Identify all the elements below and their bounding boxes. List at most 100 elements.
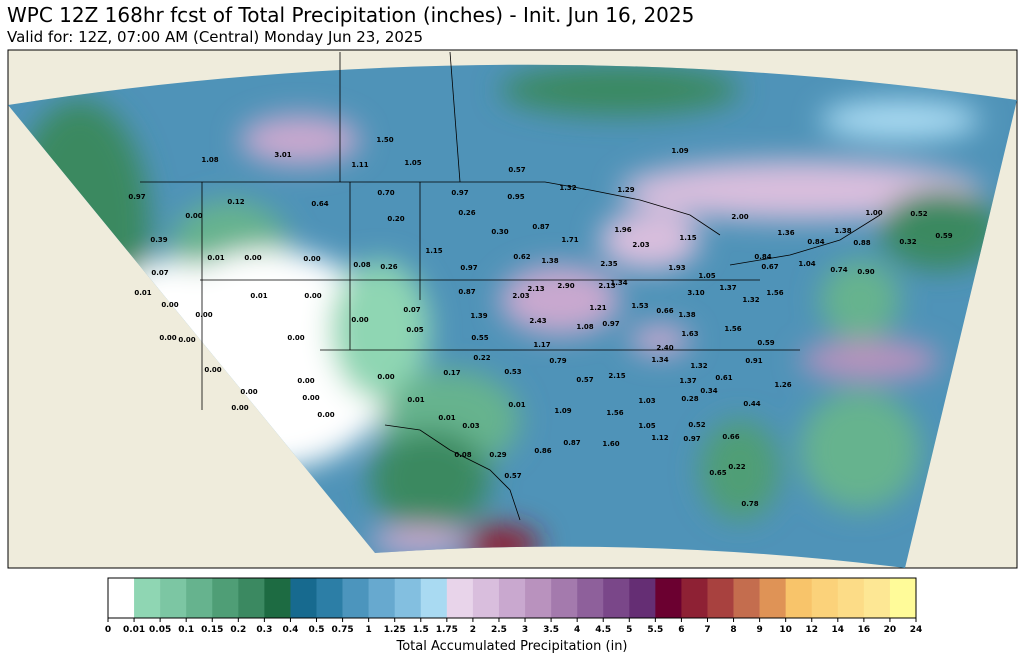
colorbar-tick-label: 6 [678,625,684,635]
colorbar-tick-label: 14 [832,625,845,635]
colorbar-box [394,578,422,618]
colorbar-tick-label: 2.5 [491,625,507,635]
colorbar-tick-label: 3 [522,625,528,635]
colorbar-box [525,578,552,618]
precip-label: 0.87 [532,223,549,231]
precip-label: 0.97 [128,193,145,201]
colorbar-box [811,578,839,618]
colorbar-tick-label: 5.5 [647,625,663,635]
precip-label: 1.05 [638,422,655,430]
colorbar-tick-label: 0.05 [149,625,171,635]
precip-label: 2.15 [608,372,625,380]
precip-label: 0.91 [745,357,762,365]
colorbar-box [629,578,656,618]
precip-label: 1.56 [724,325,741,333]
precip-label: 0.30 [491,228,508,236]
precip-label: 0.52 [910,210,927,218]
precip-label: 0.00 [317,411,334,419]
precip-label: 0.90 [857,268,874,276]
precip-label: 0.39 [150,236,167,244]
precip-label: 0.66 [656,307,673,315]
precip-label: 1.50 [376,136,393,144]
colorbar-tick-label: 10 [779,625,792,635]
colorbar-box [212,578,239,618]
colorbar: 0 0.01 0.05 0.1 0.15 0.2 0.3 0.4 0.5 0.75 1 1.25 1.5… [105,577,923,635]
colorbar-tick-label: 0 [105,625,111,635]
precip-label: 2.40 [656,344,673,352]
precip-label: 0.59 [935,232,952,240]
colorbar-box [160,578,187,618]
precip-label: 0.57 [508,166,525,174]
precip-label: 0.88 [853,239,870,247]
colorbar-tick-label: 0.5 [309,625,325,635]
colorbar-tick-label: 12 [805,625,818,635]
precip-label: 2.03 [512,292,529,300]
precip-label: 1.03 [638,397,655,405]
colorbar-tick-label: 0.15 [201,625,223,635]
colorbar-box [707,578,734,618]
precip-label: 0.26 [458,209,475,217]
precip-label: 0.01 [134,289,151,297]
precip-label: 1.32 [559,184,576,192]
precip-label: 0.08 [353,261,370,269]
precip-label: 2.35 [600,260,617,268]
precip-label: 2.00 [731,213,748,221]
colorbar-box [238,578,265,618]
precip-label: 0.55 [471,334,488,342]
precip-label: 0.22 [473,354,490,362]
precip-label: 0.00 [351,316,368,324]
precip-label: 1.11 [351,161,368,169]
precip-label: 0.00 [231,404,248,412]
precip-label: 1.29 [617,186,634,194]
precip-label: 1.32 [742,296,759,304]
precip-label: 1.34 [610,279,627,287]
precip-label: 0.00 [185,212,202,220]
precip-label: 1.56 [606,409,623,417]
colorbar-box [368,578,396,618]
colorbar-tick-label: 0.2 [230,625,246,635]
precip-label: 1.15 [425,247,442,255]
precip-label: 0.29 [489,451,506,459]
precip-label: 0.66 [722,433,739,441]
precip-label: 1.17 [533,341,550,349]
colorbar-tick-label: 0.01 [123,625,145,635]
colorbar-tick-label: 1.75 [436,625,458,635]
precip-label: 0.00 [303,255,320,263]
precip-label: 0.00 [240,388,257,396]
precip-label: 0.53 [504,368,521,376]
precip-label: 0.70 [377,189,394,197]
map-labels: 1.08 3.01 1.50 1.11 1.05 0.57 1.09 0.97 0.95 1.32… [128,136,952,508]
colorbar-tick-label: 7 [704,625,710,635]
precip-label: 0.34 [700,387,717,395]
precip-label: 1.39 [470,312,487,320]
precip-label: 1.00 [865,209,882,217]
precip-label: 1.71 [561,236,578,244]
colorbar-tick-label: 24 [910,625,923,635]
precip-label: 0.28 [681,395,698,403]
precip-label: 2.13 [598,282,615,290]
precip-label: 3.10 [687,289,704,297]
colorbar-box [889,578,917,618]
colorbar-box [655,578,682,618]
colorbar-box [420,578,448,618]
colorbar-box [551,578,578,618]
precip-label: 2.90 [557,282,574,290]
precip-label: 0.52 [688,421,705,429]
precip-label: 1.12 [651,434,668,442]
precip-label: 0.97 [602,320,619,328]
colorbar-tick-label: 3.5 [543,625,559,635]
precip-label: 0.00 [377,373,394,381]
precip-label: 0.65 [709,469,726,477]
colorbar-box [733,578,760,618]
title: WPC 12Z 168hr fcst of Total Precipitatio… [7,3,694,27]
precip-label: 0.86 [534,447,551,455]
colorbar-box [681,578,708,618]
colorbar-box [759,578,786,618]
precip-label: 0.00 [178,336,195,344]
precip-label: 0.22 [728,463,745,471]
precip-label: 0.79 [549,357,566,365]
colorbar-tick-label: 4 [574,625,580,635]
precip-label: 1.26 [774,381,791,389]
precip-label: 0.67 [761,263,778,271]
